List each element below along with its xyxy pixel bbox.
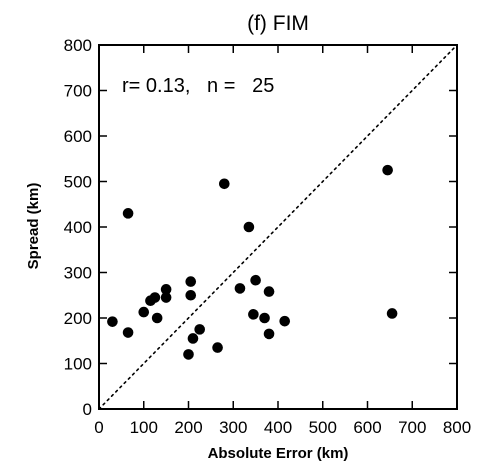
x-axis-ticks: 0 100 200 300 400 500 600 700 800 bbox=[94, 45, 471, 437]
y-tick-label: 800 bbox=[64, 36, 92, 55]
y-axis-label: Spread (km) bbox=[25, 183, 42, 270]
data-point bbox=[250, 274, 261, 286]
data-point bbox=[151, 312, 163, 324]
y-tick-label: 100 bbox=[64, 355, 92, 374]
data-point bbox=[234, 283, 246, 294]
x-tick-label: 400 bbox=[264, 418, 292, 437]
y-tick-label: 700 bbox=[64, 82, 92, 101]
data-point bbox=[185, 276, 197, 287]
y-axis-ticks: 0 100 200 300 400 500 600 700 800 bbox=[64, 36, 457, 419]
data-point bbox=[382, 164, 393, 176]
data-point bbox=[248, 309, 259, 320]
data-point bbox=[259, 312, 270, 324]
data-point bbox=[263, 286, 275, 297]
data-point bbox=[138, 306, 150, 318]
data-points bbox=[107, 164, 398, 360]
data-point bbox=[263, 328, 275, 340]
x-tick-label: 600 bbox=[353, 418, 381, 437]
data-point bbox=[219, 178, 230, 190]
y-tick-label: 400 bbox=[64, 218, 92, 237]
correlation-annotation: r= 0.13, n = 25 bbox=[122, 75, 274, 97]
data-point bbox=[183, 349, 194, 360]
x-tick-label: 100 bbox=[130, 418, 158, 437]
chart-title: (f) FIM bbox=[247, 12, 309, 35]
data-point bbox=[122, 208, 134, 219]
x-axis-label: Absolute Error (km) bbox=[208, 445, 349, 462]
data-point bbox=[122, 327, 134, 338]
data-point bbox=[212, 342, 223, 353]
y-tick-label: 300 bbox=[64, 264, 92, 283]
y-tick-label: 200 bbox=[64, 309, 92, 328]
y-tick-label: 600 bbox=[64, 127, 92, 146]
data-point bbox=[185, 289, 197, 301]
data-point bbox=[194, 324, 205, 335]
data-point bbox=[160, 284, 172, 295]
x-tick-label: 500 bbox=[309, 418, 337, 437]
data-point bbox=[160, 292, 172, 303]
data-point bbox=[149, 292, 161, 303]
data-point bbox=[187, 333, 199, 344]
x-tick-label: 300 bbox=[219, 418, 247, 437]
x-tick-label: 200 bbox=[174, 418, 202, 437]
data-point bbox=[243, 221, 255, 233]
one-to-one-line bbox=[98, 44, 458, 410]
x-tick-label: 0 bbox=[94, 418, 103, 437]
data-point bbox=[386, 308, 398, 319]
data-point bbox=[279, 315, 291, 327]
y-tick-label: 0 bbox=[83, 400, 92, 419]
x-tick-label: 700 bbox=[398, 418, 426, 437]
data-point bbox=[107, 316, 118, 327]
y-tick-label: 500 bbox=[64, 173, 92, 192]
reference-line-layer bbox=[98, 44, 458, 410]
x-tick-label: 800 bbox=[443, 418, 471, 437]
